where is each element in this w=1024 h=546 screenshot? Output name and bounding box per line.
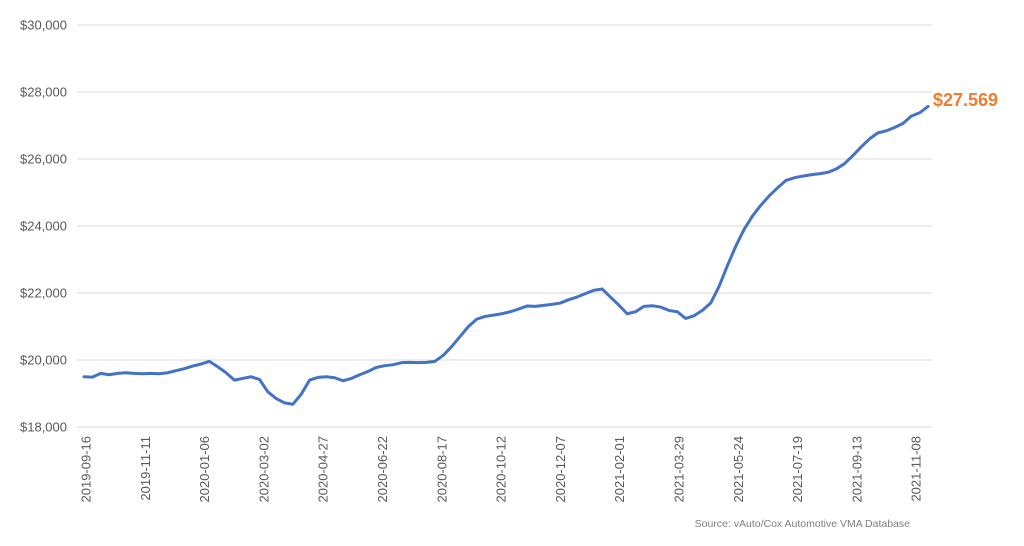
series-group xyxy=(82,104,930,406)
x-tick-label: 2020-08-17 xyxy=(434,436,449,503)
x-axis-labels: 2019-09-16 2019-11-11 2020-01-06 2020-03-02… xyxy=(79,436,924,503)
y-tick-label: $30,000 xyxy=(20,18,67,33)
y-axis-labels: $18,000 $20,000 $22,000 $24,000 $26,000 $28,0… xyxy=(20,18,67,435)
y-tick-label: $20,000 xyxy=(20,353,67,368)
x-tick-label: 2020-03-02 xyxy=(256,436,271,503)
x-tick-label: 2020-12-07 xyxy=(553,436,568,503)
y-tick-label: $26,000 xyxy=(20,152,67,167)
y-tick-label: $24,000 xyxy=(20,219,67,234)
x-tick-label: 2019-11-11 xyxy=(138,436,153,501)
series-line xyxy=(82,104,930,406)
x-tick-label: 2020-01-06 xyxy=(197,436,212,503)
y-tick-label: $18,000 xyxy=(20,420,67,435)
x-tick-label: 2020-06-22 xyxy=(375,436,390,503)
x-tick-label: 2021-05-24 xyxy=(731,436,746,503)
x-tick-label: 2020-04-27 xyxy=(316,436,331,503)
x-tick-label: 2020-10-12 xyxy=(494,436,509,503)
x-tick-label: 2019-09-16 xyxy=(79,436,94,503)
x-tick-label: 2021-07-19 xyxy=(790,436,805,503)
y-tick-label: $28,000 xyxy=(20,85,67,100)
x-tick-label: 2021-11-08 xyxy=(909,436,924,502)
y-tick-label: $22,000 xyxy=(20,286,67,301)
gridlines xyxy=(77,24,932,428)
end-value-label: $27.569 xyxy=(933,90,998,110)
x-tick-label: 2021-02-01 xyxy=(612,436,627,503)
x-tick-label: 2021-09-13 xyxy=(849,436,864,503)
source-note: Source: vAuto/Cox Automotive VMA Databas… xyxy=(695,518,911,530)
x-tick-label: 2021-03-29 xyxy=(672,436,687,503)
